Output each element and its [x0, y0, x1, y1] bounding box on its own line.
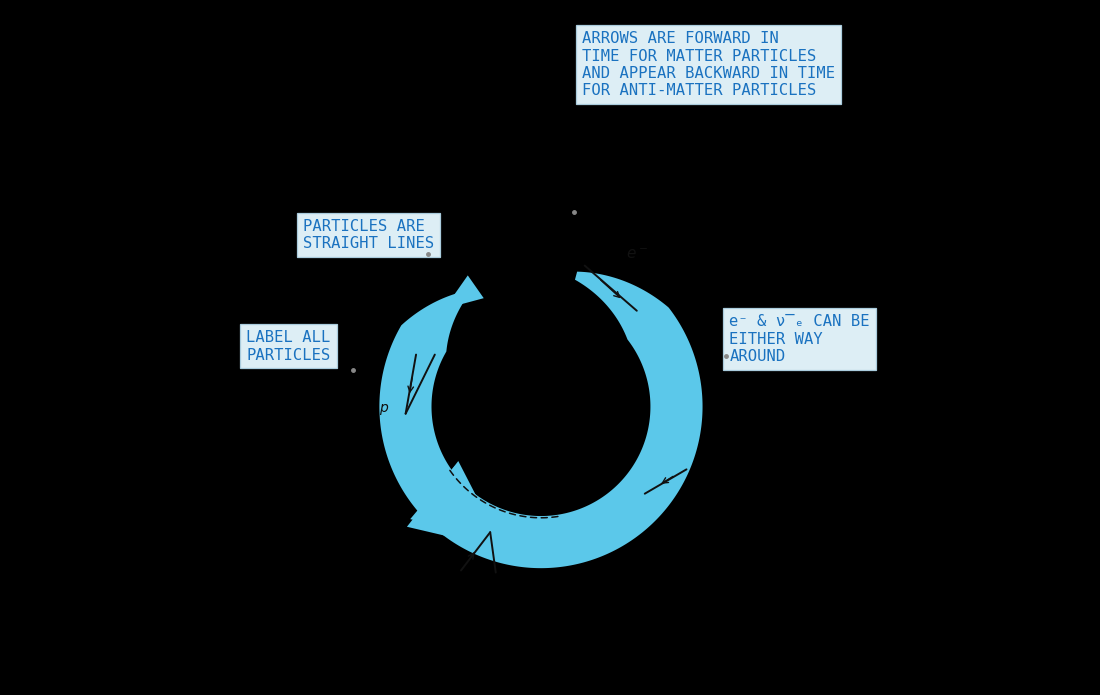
Text: PARTICLES ARE
STRAIGHT LINES: PARTICLES ARE STRAIGHT LINES [304, 219, 434, 252]
Text: LABEL ALL
PARTICLES: LABEL ALL PARTICLES [246, 330, 331, 363]
Text: ARROWS ARE FORWARD IN
TIME FOR MATTER PARTICLES
AND APPEAR BACKWARD IN TIME
FOR : ARROWS ARE FORWARD IN TIME FOR MATTER PA… [582, 31, 835, 99]
Polygon shape [444, 275, 484, 309]
Text: e⁻ & ν̅ₑ CAN BE
EITHER WAY
AROUND: e⁻ & ν̅ₑ CAN BE EITHER WAY AROUND [729, 314, 870, 364]
Polygon shape [379, 272, 703, 568]
Text: p: p [379, 401, 388, 416]
Polygon shape [410, 466, 486, 537]
Polygon shape [407, 461, 504, 550]
Text: $e^-$: $e^-$ [626, 247, 648, 261]
